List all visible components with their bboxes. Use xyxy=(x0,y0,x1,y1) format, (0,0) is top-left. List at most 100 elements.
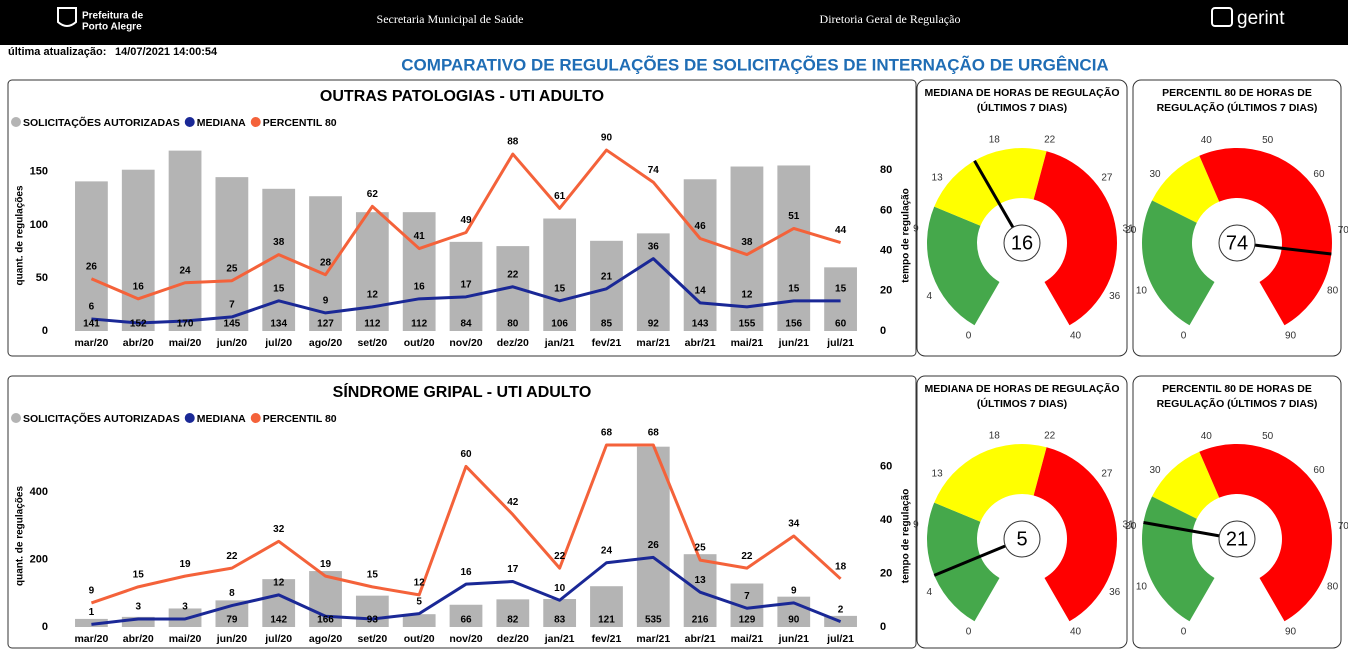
line-label: 16 xyxy=(133,281,145,292)
x-tick-label: mai/21 xyxy=(731,633,764,645)
gauge-tick-label: 0 xyxy=(1181,330,1187,341)
line-label: 16 xyxy=(460,567,472,578)
line-label: 8 xyxy=(229,588,235,599)
gauge-tick-label: 70 xyxy=(1338,225,1348,236)
bar-label: 127 xyxy=(317,319,334,330)
x-tick-label: mar/20 xyxy=(74,337,108,349)
bar xyxy=(309,196,342,331)
gauge-tick-label: 40 xyxy=(1070,626,1082,637)
bar-label: 66 xyxy=(460,615,472,626)
x-tick-label: abr/20 xyxy=(123,633,154,645)
x-tick-label: out/20 xyxy=(404,633,435,645)
gauge-tick-label: 10 xyxy=(1136,582,1148,593)
gauge-tick-label: 90 xyxy=(1285,626,1297,637)
y2-tick-label: 60 xyxy=(880,204,892,216)
line-label: 19 xyxy=(179,559,191,570)
line-label: 74 xyxy=(648,165,660,176)
y-tick-label: 50 xyxy=(36,272,48,284)
line-label: 1 xyxy=(89,607,95,618)
update-time: 14/07/2021 14:00:54 xyxy=(115,46,218,58)
gauge-hub xyxy=(1003,224,1041,262)
line-label: 38 xyxy=(273,237,285,248)
legend-label: PERCENTIL 80 xyxy=(263,413,337,425)
gauge-tick-label: 36 xyxy=(1109,587,1121,598)
gauge-band xyxy=(1199,444,1332,622)
bar xyxy=(590,586,623,627)
gauge-tick-label: 60 xyxy=(1313,465,1325,476)
bar-label: 106 xyxy=(551,319,568,330)
line-label: 26 xyxy=(648,540,660,551)
line-label: 22 xyxy=(507,269,519,280)
bar xyxy=(215,177,249,331)
chart-title: OUTRAS PATOLOGIAS - UTI ADULTO xyxy=(320,88,604,105)
gauge-tick-label: 40 xyxy=(1070,330,1082,341)
bar xyxy=(262,579,296,627)
gauge-tick-label: 30 xyxy=(1149,465,1161,476)
gauge-band xyxy=(1199,148,1332,326)
line-label: 41 xyxy=(414,231,426,242)
line-label: 15 xyxy=(367,569,379,580)
line-label: 68 xyxy=(648,428,660,439)
gauge-band xyxy=(1033,151,1117,326)
bar-label: 93 xyxy=(367,615,379,626)
gauge-tick-label: 20 xyxy=(1125,521,1137,532)
bar-label: 155 xyxy=(739,319,756,330)
gauge-band xyxy=(1141,496,1215,622)
bar xyxy=(449,604,483,627)
line-label: 28 xyxy=(320,257,332,268)
bar-label: 216 xyxy=(692,615,709,626)
x-tick-label: nov/20 xyxy=(449,633,482,645)
line-label: 21 xyxy=(601,271,613,282)
line-label: 16 xyxy=(414,281,426,292)
bar xyxy=(402,614,436,627)
x-tick-label: dez/20 xyxy=(497,337,529,349)
y2-axis-title: tempo de regulação xyxy=(901,489,912,583)
gauge-tick-label: 31 xyxy=(1123,224,1135,235)
x-tick-label: set/20 xyxy=(357,337,387,349)
line-label: 12 xyxy=(741,290,753,301)
y2-tick-label: 40 xyxy=(880,514,892,526)
gauge-hub xyxy=(1218,520,1256,558)
gauge-title: PERCENTIL 80 DE HORAS DE xyxy=(1162,383,1312,395)
line-label: 49 xyxy=(460,215,472,226)
line-label: 38 xyxy=(741,237,753,248)
gauge-tick-label: 18 xyxy=(989,134,1001,145)
bar xyxy=(355,595,389,627)
gauge-band xyxy=(927,206,1000,326)
line-label: 51 xyxy=(788,211,800,222)
line-label: 61 xyxy=(554,191,566,202)
x-tick-label: jul/20 xyxy=(264,337,292,349)
gauge-tick-label: 0 xyxy=(1181,626,1187,637)
line-label: 15 xyxy=(554,283,566,294)
line-label: 32 xyxy=(273,524,285,535)
gauge-tick-label: 80 xyxy=(1327,582,1339,593)
bar xyxy=(777,165,811,331)
gauge-band xyxy=(1152,451,1220,519)
line-label: 2 xyxy=(838,604,844,615)
bar xyxy=(449,241,483,331)
bar xyxy=(168,150,202,331)
x-tick-label: abr/21 xyxy=(685,633,716,645)
bar-label: 85 xyxy=(601,319,613,330)
line-label: 15 xyxy=(133,569,145,580)
bar-label: 134 xyxy=(270,319,287,330)
line-label: 22 xyxy=(741,551,753,562)
gauge-band xyxy=(934,444,1047,522)
y2-tick-label: 60 xyxy=(880,460,892,472)
bar xyxy=(636,233,670,331)
line-label: 22 xyxy=(554,551,566,562)
line-label: 68 xyxy=(601,428,613,439)
legend-dot xyxy=(11,117,21,127)
line-label: 17 xyxy=(460,279,472,290)
y2-tick-label: 40 xyxy=(880,244,892,256)
bar xyxy=(121,169,155,331)
gauge-title: PERCENTIL 80 DE HORAS DE xyxy=(1162,87,1312,99)
legend-label: SOLICITAÇÕES AUTORIZADAS xyxy=(23,116,180,129)
bar-label: 142 xyxy=(270,615,287,626)
x-tick-label: fev/21 xyxy=(592,337,622,349)
line-label: 15 xyxy=(273,283,285,294)
y2-tick-label: 0 xyxy=(880,325,886,337)
bar-label: 141 xyxy=(83,319,100,330)
brand-icon xyxy=(1211,7,1233,27)
legend-label: MEDIANA xyxy=(197,117,246,129)
